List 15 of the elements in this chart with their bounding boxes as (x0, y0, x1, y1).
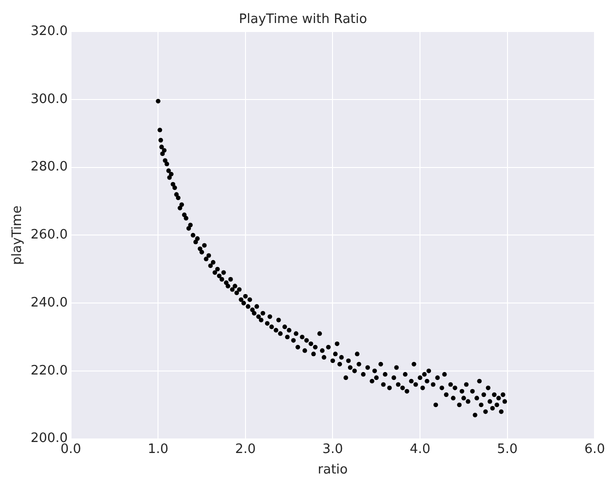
y-tick-label: 220.0 (30, 363, 68, 378)
x-tick-label: 1.0 (148, 442, 168, 457)
y-tick-label: 240.0 (30, 295, 68, 310)
y-tick-label: 280.0 (30, 160, 68, 175)
x-axis-title: ratio (318, 462, 348, 478)
y-tick-label: 260.0 (30, 228, 68, 243)
chart-title: PlayTime with Ratio (238, 12, 368, 28)
y-tick-label: 300.0 (30, 92, 68, 107)
y-tick-label: 320.0 (30, 24, 68, 39)
y-axis-title: playTime (10, 206, 26, 265)
x-tick-label: 2.0 (235, 442, 256, 457)
x-tick-label: 3.0 (322, 442, 344, 457)
x-tick-label: 5.0 (497, 442, 518, 457)
x-tick-label: 4.0 (410, 442, 430, 457)
x-tick-label: 6.0 (584, 442, 606, 457)
